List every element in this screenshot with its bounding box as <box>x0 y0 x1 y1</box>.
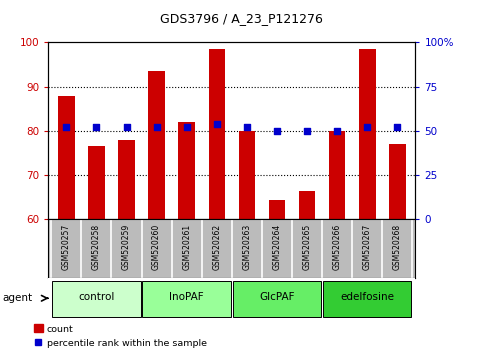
Text: GlcPAF: GlcPAF <box>259 292 295 302</box>
Bar <box>118 140 135 219</box>
Bar <box>148 71 165 219</box>
Text: InoPAF: InoPAF <box>170 292 204 302</box>
Text: GSM520262: GSM520262 <box>213 224 221 270</box>
Text: GSM520260: GSM520260 <box>152 224 161 270</box>
Point <box>213 121 221 127</box>
Legend: count, percentile rank within the sample: count, percentile rank within the sample <box>34 324 207 348</box>
Bar <box>269 200 285 219</box>
Bar <box>178 122 195 219</box>
Point <box>243 125 251 130</box>
Point <box>273 128 281 134</box>
Bar <box>359 49 375 219</box>
Text: GSM520259: GSM520259 <box>122 224 131 270</box>
Point <box>333 128 341 134</box>
Bar <box>88 147 105 219</box>
Bar <box>299 191 315 219</box>
Text: GSM520263: GSM520263 <box>242 224 251 270</box>
Bar <box>389 144 406 219</box>
Bar <box>233 281 321 316</box>
Bar <box>239 131 255 219</box>
Text: GSM520261: GSM520261 <box>182 224 191 270</box>
Point <box>62 125 70 130</box>
Text: GSM520266: GSM520266 <box>333 224 341 270</box>
Bar <box>209 49 225 219</box>
Text: GSM520267: GSM520267 <box>363 224 372 270</box>
Text: GDS3796 / A_23_P121276: GDS3796 / A_23_P121276 <box>160 12 323 25</box>
Point <box>183 125 191 130</box>
Text: GSM520257: GSM520257 <box>62 224 71 270</box>
Text: agent: agent <box>2 293 32 303</box>
Text: edelfosine: edelfosine <box>340 292 394 302</box>
Bar <box>52 281 141 316</box>
Bar <box>142 281 231 316</box>
Bar <box>329 131 345 219</box>
Bar <box>58 96 75 219</box>
Bar <box>323 281 412 316</box>
Text: GSM520258: GSM520258 <box>92 224 101 270</box>
Point <box>153 125 160 130</box>
Point <box>123 125 130 130</box>
Point <box>363 125 371 130</box>
Point <box>93 125 100 130</box>
Text: control: control <box>78 292 114 302</box>
Point <box>394 125 401 130</box>
Text: GSM520265: GSM520265 <box>302 224 312 270</box>
Point <box>303 128 311 134</box>
Text: GSM520264: GSM520264 <box>272 224 282 270</box>
Text: GSM520268: GSM520268 <box>393 224 402 270</box>
